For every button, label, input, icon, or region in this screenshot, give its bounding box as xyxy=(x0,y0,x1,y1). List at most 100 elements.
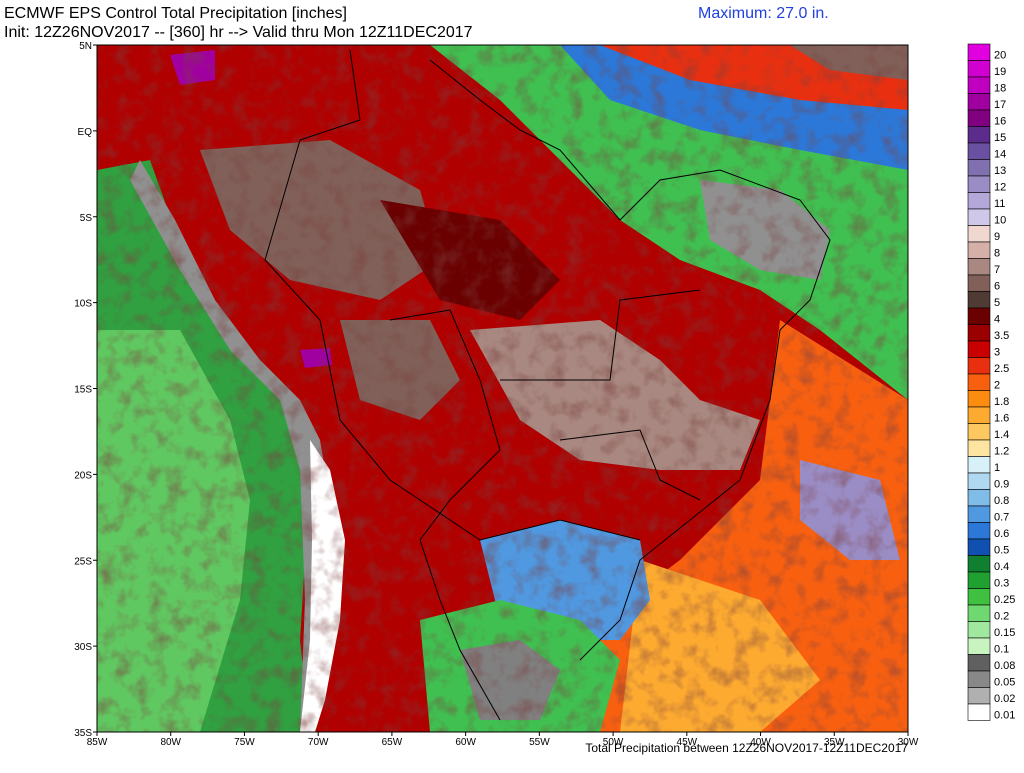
colorbar-swatch xyxy=(967,340,991,358)
footer: Total Precipitation between 12Z26NOV2017… xyxy=(585,741,908,755)
colorbar-swatch xyxy=(967,43,991,61)
colorbar-label: 0.7 xyxy=(994,512,1009,524)
colorbar-label: 14 xyxy=(994,149,1006,161)
precip-map xyxy=(97,45,908,732)
colorbar: 20 19 18 17 16 15 14 13 12 11 10 9 8 7 6 5 4 3.5 3 2.5 2 1.8 1… xyxy=(967,43,1015,722)
colorbar-label: 17 xyxy=(994,99,1006,111)
title: ECMWF EPS Control Total Precipitation [i… xyxy=(4,5,347,22)
colorbar-label: 0.5 xyxy=(994,545,1009,557)
colorbar-label: 0.2 xyxy=(994,611,1009,623)
colorbar-swatch xyxy=(967,406,991,424)
lat-label: 20S xyxy=(74,470,92,481)
colorbar-label: 1.8 xyxy=(994,396,1009,408)
colorbar-label: 0.01 xyxy=(994,710,1015,722)
colorbar-label: 0.15 xyxy=(994,627,1015,639)
colorbar-swatch xyxy=(967,142,991,160)
colorbar-label: 16 xyxy=(994,116,1006,128)
colorbar-swatch xyxy=(967,307,991,325)
colorbar-swatch xyxy=(967,538,991,556)
lat-label: 15S xyxy=(74,385,92,396)
colorbar-label: 1.4 xyxy=(994,429,1009,441)
maximum: Maximum: 27.0 in. xyxy=(698,5,829,22)
lon-label: 60W xyxy=(455,737,476,748)
colorbar-label: 0.9 xyxy=(994,479,1009,491)
lon-label: 55W xyxy=(529,737,550,748)
colorbar-label: 1.6 xyxy=(994,413,1009,425)
colorbar-label: 10 xyxy=(994,215,1006,227)
colorbar-label: 1 xyxy=(994,462,1000,474)
borders xyxy=(264,49,831,721)
colorbar-swatch xyxy=(967,109,991,127)
colorbar-label: 0.6 xyxy=(994,528,1009,540)
colorbar-swatch xyxy=(967,175,991,193)
colorbar-swatch xyxy=(967,208,991,226)
colorbar-swatch xyxy=(967,456,991,474)
colorbar-label: 11 xyxy=(994,198,1005,210)
lon-label: 75W xyxy=(234,737,255,748)
colorbar-label: 7 xyxy=(994,264,1000,276)
lon-label: 70W xyxy=(308,737,329,748)
colorbar-label: 2 xyxy=(994,380,1000,392)
colorbar-swatch xyxy=(967,357,991,375)
colorbar-swatch xyxy=(967,654,991,672)
colorbar-swatch xyxy=(967,390,991,408)
colorbar-swatch xyxy=(967,423,991,441)
colorbar-swatch xyxy=(967,472,991,490)
colorbar-label: 19 xyxy=(994,66,1006,78)
colorbar-swatch xyxy=(967,192,991,210)
colorbar-swatch xyxy=(967,489,991,507)
colorbar-swatch xyxy=(967,225,991,243)
colorbar-label: 5 xyxy=(994,297,1000,309)
lon-label: 35W xyxy=(824,737,845,748)
colorbar-label: 3.5 xyxy=(994,330,1009,342)
texture xyxy=(97,45,908,732)
lon-label: 65W xyxy=(382,737,403,748)
lat-label: 35S xyxy=(74,728,92,739)
colorbar-label: 0.4 xyxy=(994,561,1009,573)
colorbar-swatch xyxy=(967,637,991,655)
colorbar-swatch xyxy=(967,670,991,688)
colorbar-swatch xyxy=(967,159,991,177)
colorbar-label: 4 xyxy=(994,314,1000,326)
lat-label: 5N xyxy=(79,41,92,52)
colorbar-swatch xyxy=(967,571,991,589)
colorbar-label: 2.5 xyxy=(994,363,1009,375)
colorbar-label: 9 xyxy=(994,231,1000,243)
colorbar-label: 13 xyxy=(994,165,1006,177)
colorbar-label: 12 xyxy=(994,182,1006,194)
colorbar-swatch xyxy=(967,76,991,94)
colorbar-label: 0.08 xyxy=(994,660,1015,672)
colorbar-label: 18 xyxy=(994,83,1006,95)
colorbar-label: 0.02 xyxy=(994,693,1015,705)
colorbar-swatch xyxy=(967,93,991,111)
colorbar-label: 0.1 xyxy=(994,644,1009,656)
colorbar-label: 0.05 xyxy=(994,677,1015,689)
lon-label: 80W xyxy=(160,737,181,748)
colorbar-swatch xyxy=(967,604,991,622)
colorbar-swatch xyxy=(967,687,991,705)
lon-label: 85W xyxy=(87,737,108,748)
colorbar-swatch xyxy=(967,60,991,78)
colorbar-label: 0.25 xyxy=(994,594,1015,606)
colorbar-label: 0.8 xyxy=(994,495,1009,507)
colorbar-swatch xyxy=(967,439,991,457)
lat-label: 30S xyxy=(74,642,92,653)
colorbar-swatch xyxy=(967,258,991,276)
colorbar-swatch xyxy=(967,703,991,721)
colorbar-label: 20 xyxy=(994,50,1006,62)
lon-label: 40W xyxy=(750,737,771,748)
colorbar-label: 6 xyxy=(994,281,1000,293)
colorbar-swatch xyxy=(967,324,991,342)
colorbar-label: 1.2 xyxy=(994,446,1009,458)
colorbar-swatch xyxy=(967,126,991,144)
colorbar-swatch xyxy=(967,522,991,540)
lon-label: 45W xyxy=(677,737,698,748)
lat-label: EQ xyxy=(78,127,93,138)
colorbar-swatch xyxy=(967,291,991,309)
lat-label: 25S xyxy=(74,556,92,567)
colorbar-swatch xyxy=(967,621,991,639)
lat-label: 10S xyxy=(74,299,92,310)
colorbar-swatch xyxy=(967,274,991,292)
